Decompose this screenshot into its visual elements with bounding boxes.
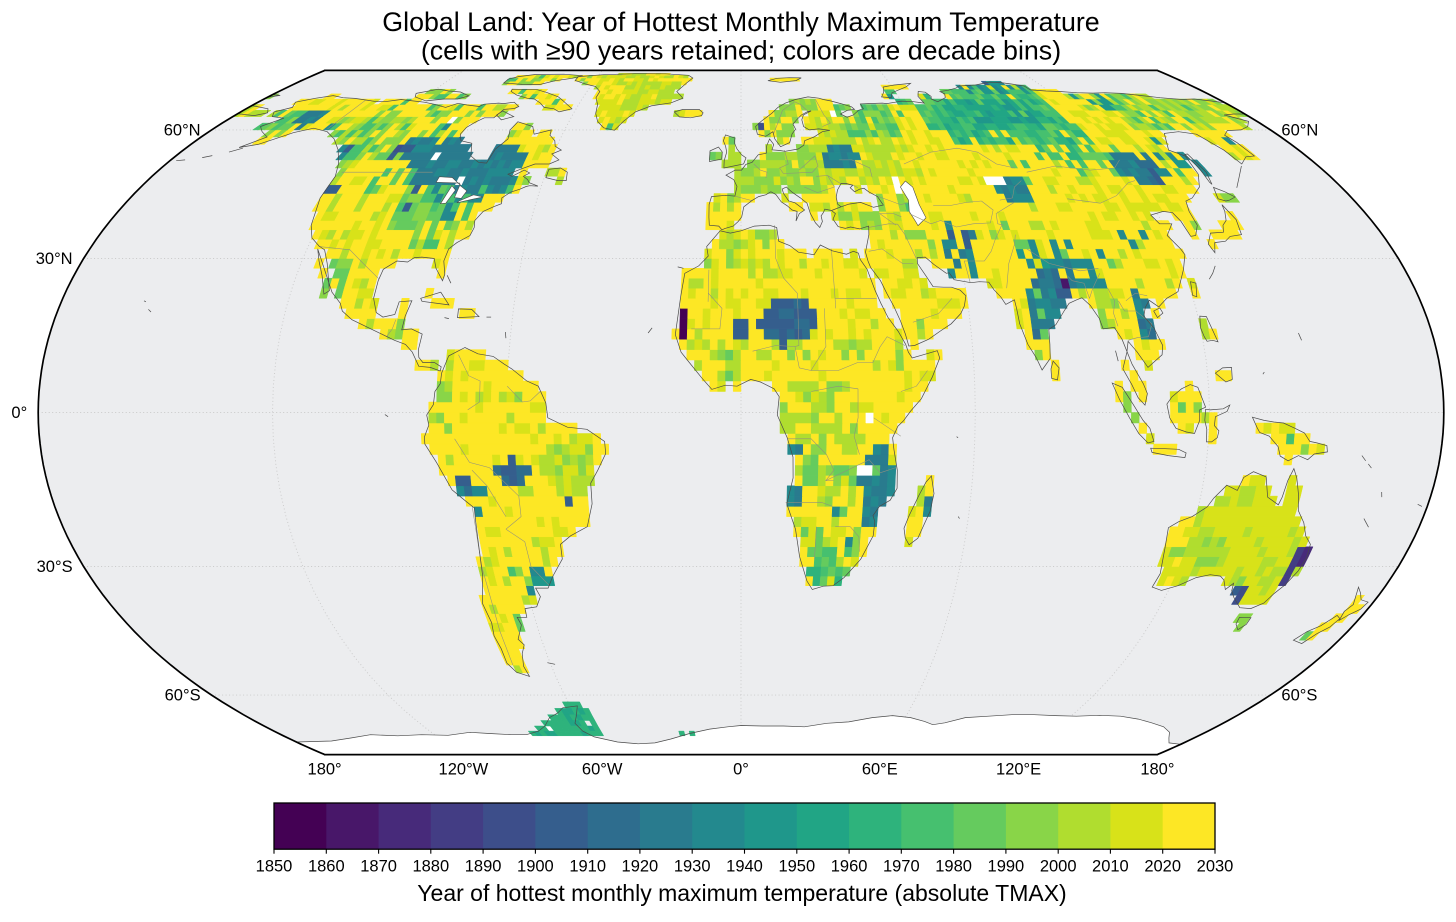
svg-text:1860: 1860: [308, 858, 345, 876]
svg-text:(cells with ≥90 years retained: (cells with ≥90 years retained; colors a…: [421, 36, 1061, 66]
svg-text:60°S: 60°S: [1281, 687, 1317, 705]
svg-text:1950: 1950: [778, 858, 815, 876]
svg-text:1920: 1920: [622, 858, 659, 876]
svg-text:0°: 0°: [733, 761, 749, 779]
svg-text:1910: 1910: [569, 858, 606, 876]
svg-text:1930: 1930: [674, 858, 711, 876]
svg-text:2000: 2000: [1040, 858, 1077, 876]
svg-text:1890: 1890: [465, 858, 502, 876]
svg-text:30°S: 30°S: [37, 558, 73, 576]
svg-text:0°: 0°: [11, 404, 27, 422]
svg-text:60°S: 60°S: [165, 687, 201, 705]
svg-text:1870: 1870: [360, 858, 397, 876]
svg-text:Year of hottest monthly maximu: Year of hottest monthly maximum temperat…: [417, 880, 1066, 906]
svg-text:1900: 1900: [517, 858, 554, 876]
svg-text:2030: 2030: [1197, 858, 1234, 876]
svg-text:60°W: 60°W: [582, 761, 623, 779]
svg-text:180°: 180°: [1140, 761, 1174, 779]
svg-text:60°N: 60°N: [164, 121, 201, 139]
svg-text:1990: 1990: [988, 858, 1025, 876]
svg-text:1980: 1980: [935, 858, 972, 876]
svg-text:120°W: 120°W: [439, 761, 489, 779]
svg-text:1940: 1940: [726, 858, 763, 876]
svg-text:1970: 1970: [883, 858, 920, 876]
svg-text:60°E: 60°E: [862, 761, 898, 779]
svg-text:1880: 1880: [412, 858, 449, 876]
svg-text:2020: 2020: [1144, 858, 1181, 876]
svg-text:1850: 1850: [256, 858, 293, 876]
svg-text:60°N: 60°N: [1281, 121, 1318, 139]
svg-text:1960: 1960: [831, 858, 868, 876]
svg-text:2010: 2010: [1092, 858, 1129, 876]
svg-text:120°E: 120°E: [996, 761, 1041, 779]
svg-text:30°N: 30°N: [36, 250, 73, 268]
svg-text:180°: 180°: [308, 761, 342, 779]
svg-text:Global Land: Year of Hottest M: Global Land: Year of Hottest Monthly Max…: [382, 7, 1099, 37]
